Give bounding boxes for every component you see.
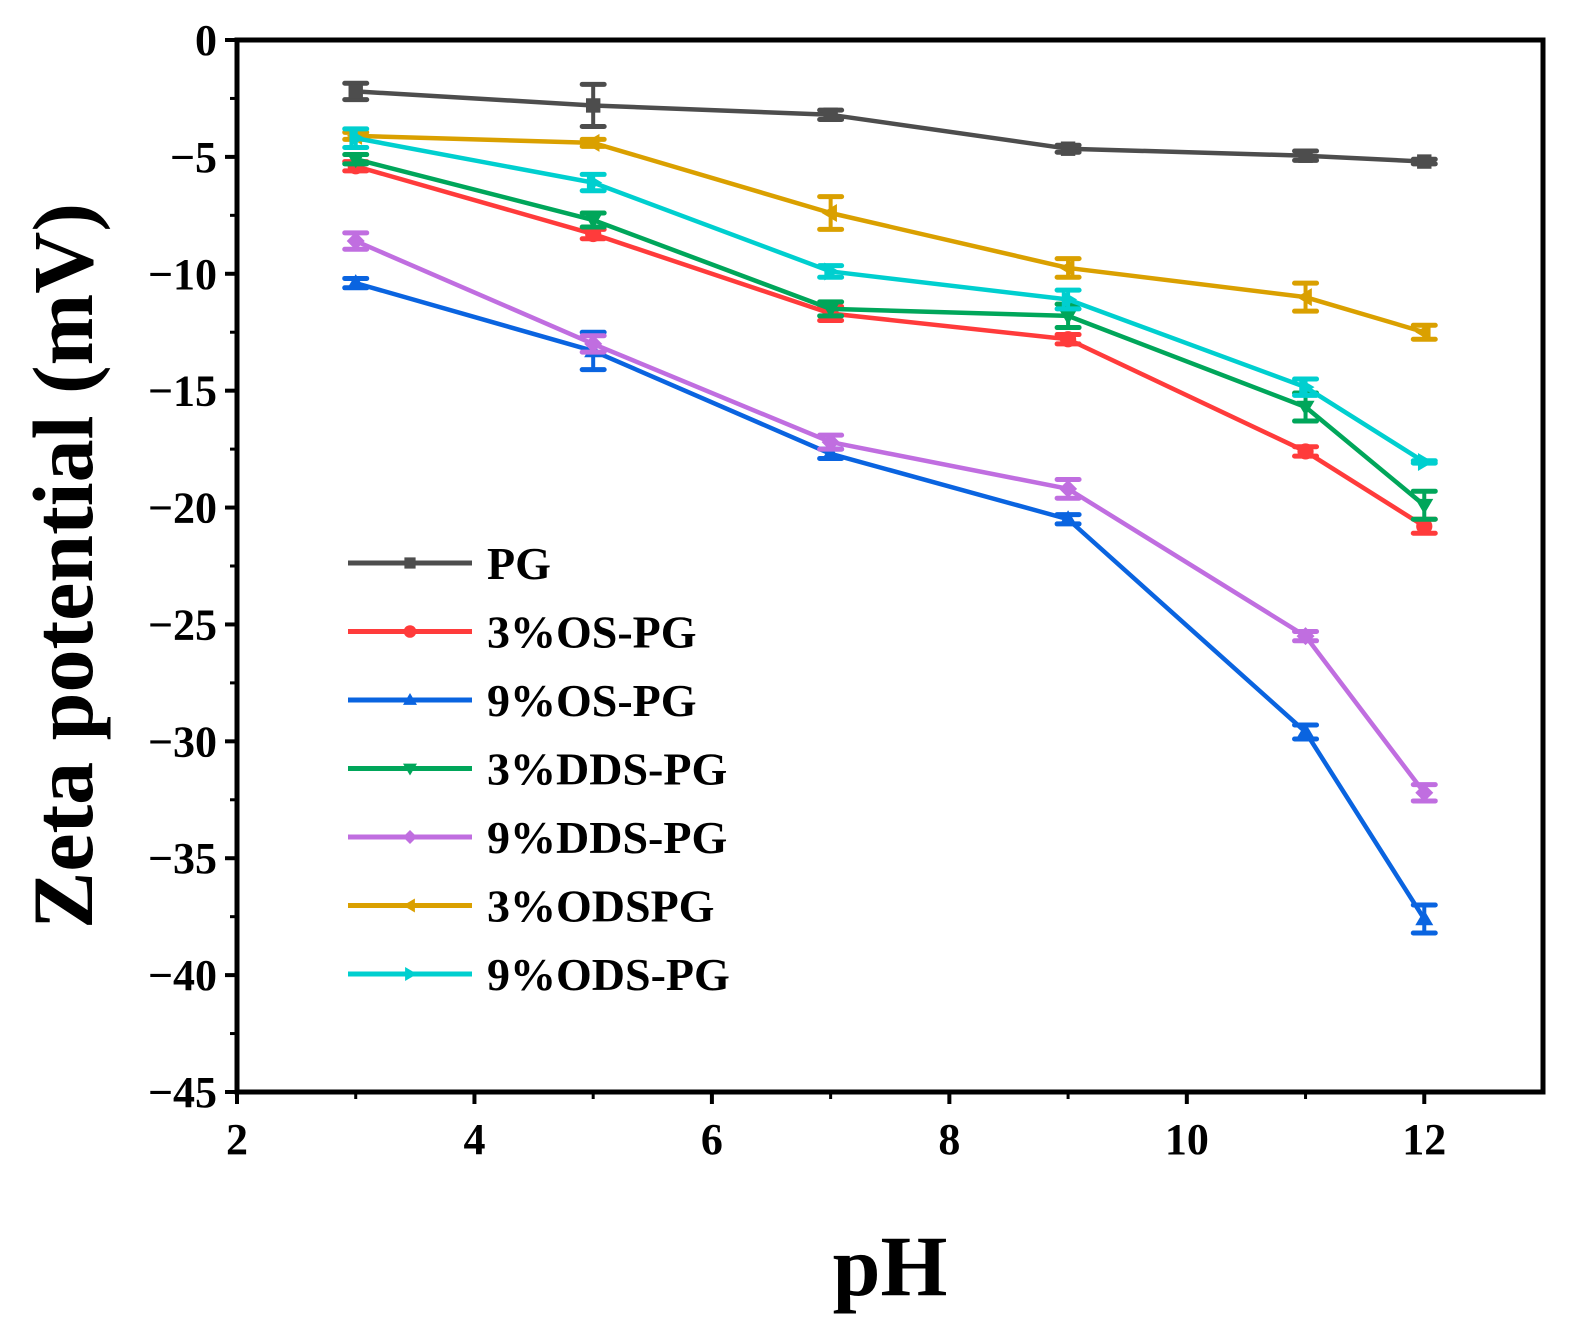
marker-triangle-up [346,274,365,290]
x-tick-label: 12 [1402,1115,1446,1164]
x-tick-label: 10 [1165,1115,1209,1164]
legend-item: 3%DDS-PG [348,744,727,795]
marker-diamond [346,232,365,251]
plot-frame [234,37,1546,1095]
legend-label: 3%ODSPG [487,881,714,932]
marker-triangle-right [824,262,840,281]
marker-circle [403,625,417,638]
marker-triangle-left [821,203,837,222]
y-tick-label: −15 [148,367,217,416]
series-line [354,238,1427,795]
marker-diamond [1296,627,1315,646]
series-9pct-dds-pg [342,230,1438,804]
marker-triangle-down [821,302,840,318]
series-pg [342,80,1438,169]
legend-item: 9%ODS-PG [348,949,730,1000]
y-tick-label: −20 [148,484,217,533]
series-line [355,280,1427,921]
legend: PG 3%OS-PG 9%OS-PG 3%DDS-PG 9%DDS-PG 3%ODSPG 9… [348,538,730,1000]
y-tick-label: −45 [148,1068,217,1117]
marker-triangle-down [1059,309,1078,325]
series-line [355,133,1425,335]
marker-square [404,557,416,569]
marker-triangle-down [403,763,417,776]
marker-diamond [1059,479,1078,498]
legend-item: PG [348,538,551,589]
marker-triangle-right [1299,378,1315,397]
series-line [355,89,1425,164]
marker-circle [1059,331,1077,348]
marker-diamond [403,830,417,844]
y-tick-label: −30 [148,717,217,766]
y-tick-label: −10 [148,250,217,299]
marker-triangle-right [405,967,417,981]
legend-label: 9%ODS-PG [487,949,730,1000]
series-9pct-os-pg [342,274,1438,936]
plot-marks [342,80,1438,936]
legend-label: 3%OS-PG [487,607,697,658]
y-tick-label: −35 [148,834,217,883]
marker-square [585,98,601,113]
x-axis-title: pH [833,1218,948,1314]
marker-triangle-down [1296,400,1315,417]
legend-item: 9%OS-PG [348,675,697,726]
marker-circle [1416,518,1433,535]
legend-label: 9%OS-PG [487,675,697,726]
series-line [355,164,1426,529]
series-3pct-os-pg [342,158,1438,536]
marker-triangle-left [1415,323,1431,342]
marker-triangle-down [346,152,365,169]
x-tick-label: 4 [463,1115,485,1164]
marker-square [823,107,838,123]
marker-square [1298,148,1313,163]
marker-circle [1297,443,1314,460]
y-tick-label: −40 [148,951,217,1000]
marker-circle [585,225,602,243]
legend-item: 9%DDS-PG [348,812,727,863]
marker-triangle-right [1061,290,1078,309]
marker-diamond [1415,783,1434,802]
marker-diamond [821,433,840,452]
marker-triangle-left [403,898,415,913]
legend-label: 3%DDS-PG [487,744,727,795]
marker-triangle-down [584,213,603,230]
x-tick-label: 8 [938,1115,960,1164]
marker-triangle-left [584,133,600,152]
marker-triangle-right [1417,452,1434,471]
y-tick-label: −5 [170,133,217,182]
x-tick-label: 6 [701,1115,723,1164]
marker-triangle-down [1415,498,1434,515]
marker-triangle-up [1415,910,1434,926]
legend-label: 9%DDS-PG [487,812,727,863]
marker-square [1060,141,1076,156]
legend-label: PG [487,538,551,589]
y-axis-title: Zeta potential (mV) [15,203,111,929]
legend-item: 3%ODSPG [348,881,714,932]
marker-square [1417,154,1432,169]
marker-triangle-right [349,129,365,148]
y-tick-label: 0 [195,16,217,65]
series-line [355,157,1426,507]
y-tick-label: −25 [148,600,217,649]
marker-triangle-up [403,693,417,705]
axes: 0 −5 −10 −15 −20 −25 −30 −35 −40 −452 4 6 8 10 12 [148,16,1446,1164]
x-tick-label: 2 [226,1115,248,1164]
series-3pct-odspg [342,126,1438,342]
marker-triangle-up [1059,510,1078,526]
marker-triangle-left [1296,288,1312,307]
legend-item: 3%OS-PG [348,607,697,658]
marker-triangle-left [1059,258,1075,277]
series-9pct-ods-pg [342,126,1438,471]
marker-diamond [584,334,603,353]
marker-triangle-right [586,173,603,192]
series-line [355,135,1426,464]
marker-square [348,84,363,99]
marker-triangle-up [1296,722,1315,739]
marker-triangle-up [821,444,840,461]
